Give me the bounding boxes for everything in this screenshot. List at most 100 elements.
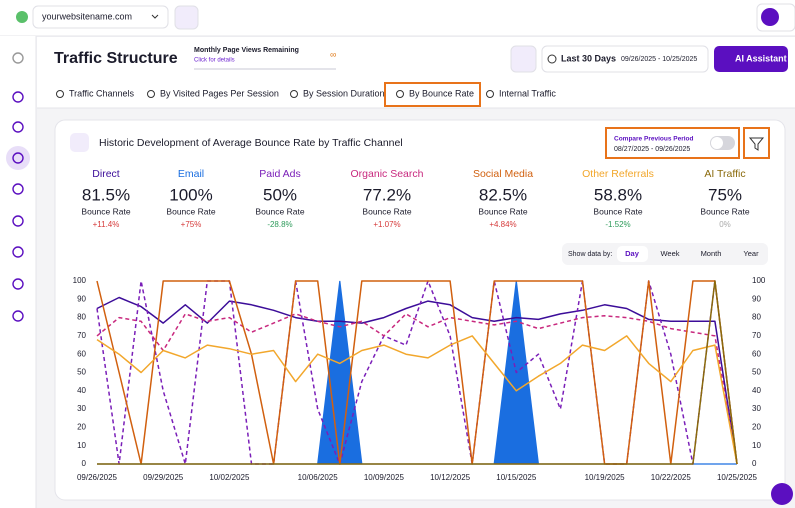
metric-value: 100% bbox=[169, 185, 212, 204]
tab[interactable]: By Session Duration bbox=[303, 88, 385, 98]
y-tick-label: 90 bbox=[77, 294, 86, 303]
x-tick-label: 10/19/2025 bbox=[585, 473, 626, 482]
show-by-label: Show data by: bbox=[568, 251, 612, 258]
compare-label: Compare Previous Period bbox=[614, 136, 693, 143]
metric-name: Social Media bbox=[473, 168, 533, 180]
metric-name: Email bbox=[178, 168, 204, 180]
show-by-option[interactable]: Year bbox=[743, 249, 759, 258]
show-by-option[interactable]: Week bbox=[660, 249, 679, 258]
tab-icon bbox=[147, 90, 155, 98]
nav-icon[interactable] bbox=[12, 52, 24, 64]
metric-change: +11.4% bbox=[93, 220, 120, 229]
tab-icon bbox=[486, 90, 494, 98]
nav-icon[interactable] bbox=[12, 152, 24, 164]
tab[interactable]: By Visited Pages Per Session bbox=[160, 88, 279, 98]
metric-value: 58.8% bbox=[594, 185, 642, 204]
x-tick-label: 09/26/2025 bbox=[77, 473, 118, 482]
y-tick-label: 70 bbox=[77, 331, 86, 340]
y-tick-label: 30 bbox=[77, 404, 86, 413]
metric-label: Bounce Rate bbox=[362, 206, 411, 216]
x-tick-label: 09/29/2025 bbox=[143, 473, 184, 482]
y-tick-label: 80 bbox=[77, 313, 86, 322]
sidebar bbox=[0, 36, 36, 508]
calendar-icon bbox=[547, 54, 557, 64]
tab[interactable]: By Bounce Rate bbox=[409, 88, 474, 98]
filter-icon bbox=[748, 137, 765, 151]
y-tick-label: 10 bbox=[77, 441, 86, 450]
show-by-pill bbox=[562, 243, 768, 265]
nav-icon[interactable] bbox=[12, 310, 24, 322]
site-icon bbox=[16, 11, 28, 23]
series-line bbox=[96, 335, 738, 465]
y-tick-label: 60 bbox=[77, 349, 86, 358]
metric-change: +75% bbox=[181, 220, 202, 229]
series-line bbox=[97, 280, 738, 465]
quota-link[interactable]: Click for details bbox=[194, 58, 235, 64]
y2-tick-label: 30 bbox=[752, 404, 761, 413]
toggle-knob bbox=[711, 137, 723, 149]
chevron bbox=[151, 14, 159, 19]
y2-tick-label: 20 bbox=[752, 423, 761, 432]
ai-assistant-label: AI Assistant bbox=[735, 53, 787, 63]
tab[interactable]: Traffic Channels bbox=[69, 88, 135, 98]
x-tick-label: 10/12/2025 bbox=[430, 473, 471, 482]
metric-label: Bounce Rate bbox=[478, 206, 527, 216]
y2-tick-label: 10 bbox=[752, 441, 761, 450]
metric-label: Bounce Rate bbox=[593, 206, 642, 216]
site-name: yourwebsitename.com bbox=[42, 11, 132, 21]
y2-tick-label: 40 bbox=[752, 386, 761, 395]
metric-change: +1.07% bbox=[373, 220, 400, 229]
card-icon bbox=[70, 133, 89, 152]
chat-button[interactable] bbox=[771, 483, 793, 505]
filter-button[interactable] bbox=[743, 127, 770, 159]
metric-name: Other Referrals bbox=[582, 168, 654, 180]
page-title: Traffic Structure bbox=[54, 50, 178, 67]
y2-tick-label: 0 bbox=[752, 459, 757, 468]
refresh-button[interactable] bbox=[510, 45, 537, 73]
external-link-button[interactable] bbox=[174, 5, 199, 30]
x-tick-label: 10/09/2025 bbox=[364, 473, 405, 482]
y2-tick-label: 100 bbox=[752, 276, 766, 285]
range-label: Last 30 Days bbox=[561, 53, 616, 63]
y2-tick-label: 80 bbox=[752, 313, 761, 322]
nav-active-bg bbox=[6, 146, 30, 170]
y-tick-label: 20 bbox=[77, 423, 86, 432]
x-tick-label: 10/25/2025 bbox=[717, 473, 758, 482]
x-tick-label: 10/22/2025 bbox=[651, 473, 692, 482]
nav-icon[interactable] bbox=[12, 246, 24, 258]
y-tick-label: 40 bbox=[77, 386, 86, 395]
tab[interactable]: Internal Traffic bbox=[499, 88, 556, 98]
show-by-option[interactable]: Day bbox=[625, 249, 640, 258]
date-range-button[interactable] bbox=[541, 45, 709, 73]
nav-icon[interactable] bbox=[12, 121, 24, 133]
nav-icon[interactable] bbox=[12, 278, 24, 290]
nav-icon[interactable] bbox=[12, 215, 24, 227]
y2-tick-label: 70 bbox=[752, 331, 761, 340]
x-tick-label: 10/06/2025 bbox=[298, 473, 339, 482]
metric-label: Bounce Rate bbox=[700, 206, 749, 216]
ai-assistant-button[interactable] bbox=[714, 46, 788, 72]
range-dates: 09/26/2025 - 10/25/2025 bbox=[621, 56, 697, 63]
site-select[interactable] bbox=[32, 5, 169, 29]
series-line bbox=[96, 313, 738, 465]
show-by-option[interactable]: Month bbox=[701, 249, 722, 258]
y2-tick-label: 60 bbox=[752, 349, 761, 358]
tab-icon bbox=[396, 90, 404, 98]
series-line bbox=[96, 280, 738, 465]
metric-name: Organic Search bbox=[351, 168, 424, 180]
show-by-active bbox=[617, 246, 648, 262]
y2-tick-label: 50 bbox=[752, 368, 761, 377]
tab-icon bbox=[290, 90, 298, 98]
nav-icon[interactable] bbox=[12, 91, 24, 103]
metric-value: 75% bbox=[708, 185, 742, 204]
x-tick-label: 10/02/2025 bbox=[209, 473, 250, 482]
y-tick-label: 50 bbox=[77, 368, 86, 377]
active-tab-outline bbox=[384, 82, 481, 107]
metric-name: AI Traffic bbox=[704, 168, 745, 180]
metric-value: 82.5% bbox=[479, 185, 527, 204]
y2-tick-label: 90 bbox=[752, 294, 761, 303]
metric-label: Bounce Rate bbox=[166, 206, 215, 216]
nav-icon[interactable] bbox=[12, 183, 24, 195]
metric-name: Paid Ads bbox=[259, 168, 300, 180]
metric-name: Direct bbox=[92, 168, 120, 180]
